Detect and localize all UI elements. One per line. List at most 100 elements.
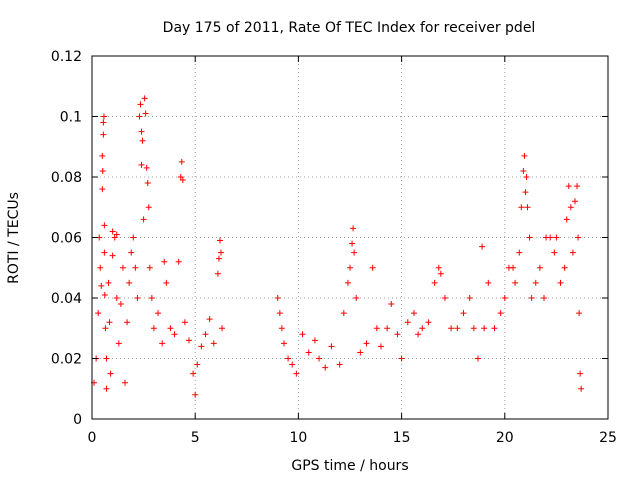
data-point <box>171 331 178 338</box>
y-tick-label: 0.06 <box>51 231 82 247</box>
data-point <box>181 319 188 326</box>
data-point <box>128 249 135 256</box>
data-point <box>97 264 104 271</box>
data-point <box>425 319 432 326</box>
data-point <box>214 270 221 277</box>
data-point <box>139 137 146 144</box>
data-point <box>111 234 118 241</box>
data-point <box>344 279 351 286</box>
data-point <box>100 113 107 120</box>
data-point <box>134 295 141 301</box>
data-point <box>146 264 153 271</box>
data-point <box>481 325 488 332</box>
data-point <box>98 282 105 289</box>
data-point <box>289 361 296 368</box>
data-point <box>522 189 529 196</box>
data-point <box>377 343 384 350</box>
data-point <box>109 228 116 235</box>
data-point <box>115 340 122 347</box>
data-point <box>136 113 143 120</box>
data-point <box>340 310 347 317</box>
data-point <box>285 355 292 362</box>
data-point <box>454 325 461 332</box>
data-point <box>512 279 519 286</box>
x-tick-label: 15 <box>393 430 411 446</box>
data-point <box>117 301 124 308</box>
data-point <box>130 234 137 241</box>
data-point <box>159 340 166 347</box>
data-point <box>578 385 585 392</box>
data-point <box>144 180 151 187</box>
data-point <box>398 355 405 362</box>
data-point <box>510 264 517 271</box>
data-point <box>574 183 581 190</box>
data-point <box>532 279 539 286</box>
data-point <box>216 237 223 244</box>
data-point <box>99 186 106 193</box>
data-point <box>167 325 174 332</box>
data-point <box>190 370 197 377</box>
data-point <box>274 295 281 301</box>
data-point <box>161 258 168 265</box>
data-point <box>99 152 106 159</box>
data-point <box>316 355 323 362</box>
data-point <box>179 177 186 184</box>
y-tick-label: 0.08 <box>51 170 82 186</box>
data-point <box>523 174 530 180</box>
data-point <box>106 319 113 326</box>
x-tick-label: 20 <box>496 430 514 446</box>
data-point <box>99 167 106 174</box>
data-point <box>276 310 283 317</box>
data-point <box>328 343 335 350</box>
data-point <box>565 183 572 190</box>
y-tick-label: 0.1 <box>60 110 82 126</box>
data-point <box>415 331 422 338</box>
data-point <box>528 295 535 301</box>
y-axis-tick-labels: 0 0.02 0.04 0.06 0.08 0.1 0.12 <box>51 49 82 428</box>
grid <box>92 56 608 419</box>
data-point <box>101 249 108 256</box>
data-point <box>363 340 370 347</box>
data-point <box>219 325 226 332</box>
data-point <box>143 164 150 171</box>
data-point <box>373 325 380 332</box>
data-point <box>474 355 481 362</box>
data-point <box>113 231 120 238</box>
axis-ticks <box>91 55 609 420</box>
y-tick-label: 0.12 <box>51 49 82 65</box>
data-point <box>404 319 411 326</box>
data-point <box>410 310 417 317</box>
data-point <box>215 255 222 262</box>
data-point <box>437 270 444 277</box>
data-point <box>293 370 300 377</box>
data-point <box>569 249 576 256</box>
data-point <box>353 295 360 301</box>
data-point <box>536 264 543 271</box>
data-point <box>479 243 486 250</box>
data-point <box>388 301 395 308</box>
data-point <box>163 279 170 286</box>
data-point <box>280 340 287 347</box>
data-point <box>485 279 492 286</box>
data-point <box>357 349 364 356</box>
data-point <box>497 310 504 317</box>
data-point <box>175 258 182 265</box>
data-point <box>138 161 145 168</box>
data-point <box>103 385 110 392</box>
x-tick-label: 10 <box>289 430 307 446</box>
data-point <box>122 379 129 386</box>
chart-title: Day 175 of 2011, Rate Of TEC Index for r… <box>163 20 536 36</box>
data-point <box>113 295 120 301</box>
data-point <box>192 391 199 398</box>
data-point <box>322 364 329 371</box>
data-point <box>460 310 467 317</box>
y-tick-label: 0.02 <box>51 352 82 368</box>
data-point <box>351 249 358 256</box>
data-point <box>202 331 209 338</box>
data-point <box>95 310 102 317</box>
data-point <box>124 319 131 326</box>
data-point <box>137 101 144 108</box>
data-point <box>541 295 548 301</box>
